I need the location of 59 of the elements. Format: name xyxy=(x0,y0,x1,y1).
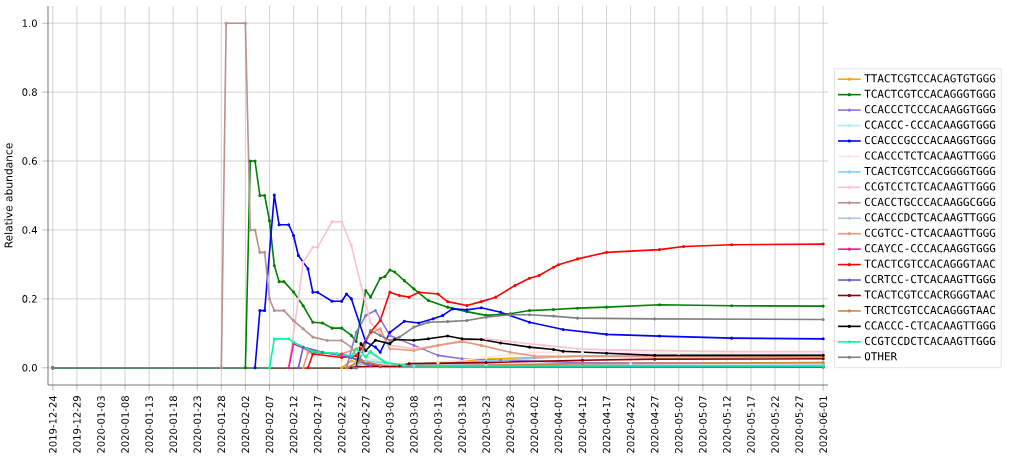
x-tick-label: 2020-03-28 xyxy=(506,396,515,453)
legend-label: TTACTCGTCCACAGTGTGGG xyxy=(864,74,996,83)
x-tick-label: 2020-04-22 xyxy=(626,396,635,453)
x-tick-label: 2020-05-07 xyxy=(699,396,707,453)
x-tick-label: 2020-01-23 xyxy=(193,396,202,453)
legend-label: CCACCC-CTCACAAGTTGGG xyxy=(864,321,996,330)
y-axis-title: Relative abundance xyxy=(4,143,13,248)
x-tick-label: 2020-02-22 xyxy=(337,396,346,453)
legend-label: CCACCCTCTCACAAGTTGGG xyxy=(864,151,996,160)
legend-label: TCACTCGTCCACGGGGTGGG xyxy=(864,166,996,176)
legend-label: TCRCTCGTCCACAGGGTAAC xyxy=(864,305,995,315)
x-tick-label: 2020-05-17 xyxy=(747,396,755,453)
x-tick-label: 2020-02-27 xyxy=(362,396,370,453)
x-tick-label: 2020-04-17 xyxy=(602,396,611,453)
legend-label: CCACCCTCCCACAAGGTGGG xyxy=(864,105,996,114)
legend-label: TCACTCGTCCACAGGGTGGG xyxy=(864,89,996,98)
x-tick-label: 2020-04-12 xyxy=(578,396,587,453)
legend-label: CCACCC-CCCACAAGGTGGG xyxy=(864,120,996,129)
legend-label: CCGTCC-CTCACAAGTTGGG xyxy=(864,228,996,237)
legend-label: CCGTCCDCTCACAAGTTGGG xyxy=(864,336,996,346)
x-tick-label: 2020-05-02 xyxy=(674,396,683,453)
legend-label: TCACTCGTCCACAGGGTAAC xyxy=(864,259,995,268)
legend-label: TCACTCGTCCACRGGGTAAC xyxy=(864,290,995,299)
x-tick-label: 2020-02-02 xyxy=(241,396,250,453)
x-tick-label: 2020-01-28 xyxy=(217,396,226,453)
x-tick-label: 2020-01-18 xyxy=(169,396,177,453)
legend-label: CCGTCCTCTCACAAGTTGGG xyxy=(864,182,996,191)
x-tick-label: 2020-05-22 xyxy=(771,396,779,453)
legend-label: CCACCCGCCCACAAGGTGGG xyxy=(864,135,996,145)
x-tick-label: 2019-12-24 xyxy=(49,395,57,453)
x-tick-label: 2020-02-07 xyxy=(265,396,274,453)
legend-label: CCACCCDCTCACAAGTTGGG xyxy=(864,213,996,222)
x-tick-label: 2020-01-08 xyxy=(121,396,129,453)
x-tick-label: 2020-05-12 xyxy=(723,396,731,453)
y-tick-label: 1.0 xyxy=(22,19,37,28)
x-tick-label: 2020-03-03 xyxy=(386,396,394,453)
legend-label: CCACCTGCCCACAAGGCGGG xyxy=(864,197,996,206)
x-tick-label: 2020-05-27 xyxy=(795,396,803,453)
legend-label: OTHER xyxy=(864,352,898,361)
x-tick-label: 2020-02-12 xyxy=(289,396,298,453)
x-tick-label: 2020-02-17 xyxy=(313,396,322,453)
y-tick-label: 0.2 xyxy=(22,295,37,303)
x-tick-label: 2020-01-13 xyxy=(145,396,153,453)
x-tick-label: 2020-04-27 xyxy=(650,396,659,453)
y-tick-label: 0.6 xyxy=(22,157,37,165)
legend-label: CCRTCC-CTCACAAGTTGGG xyxy=(864,274,996,284)
x-tick-label: 2020-04-02 xyxy=(530,396,539,453)
y-tick-label: 0.0 xyxy=(22,363,37,372)
x-tick-label: 2020-04-07 xyxy=(554,396,563,453)
x-tick-label: 2020-03-18 xyxy=(458,396,466,453)
y-tick-label: 0.4 xyxy=(22,226,38,234)
x-tick-label: 2020-03-13 xyxy=(434,396,442,453)
x-tick-label: 2020-06-01 xyxy=(819,396,827,453)
x-tick-label: 2019-12-29 xyxy=(73,396,81,453)
x-tick-label: 2020-03-08 xyxy=(410,396,418,453)
x-tick-label: 2020-01-03 xyxy=(97,396,105,453)
x-tick-label: 2020-03-23 xyxy=(482,396,490,453)
legend-label: CCAYCC-CCCACAAGGTGGG xyxy=(864,244,996,253)
y-tick-label: 0.8 xyxy=(22,88,37,96)
